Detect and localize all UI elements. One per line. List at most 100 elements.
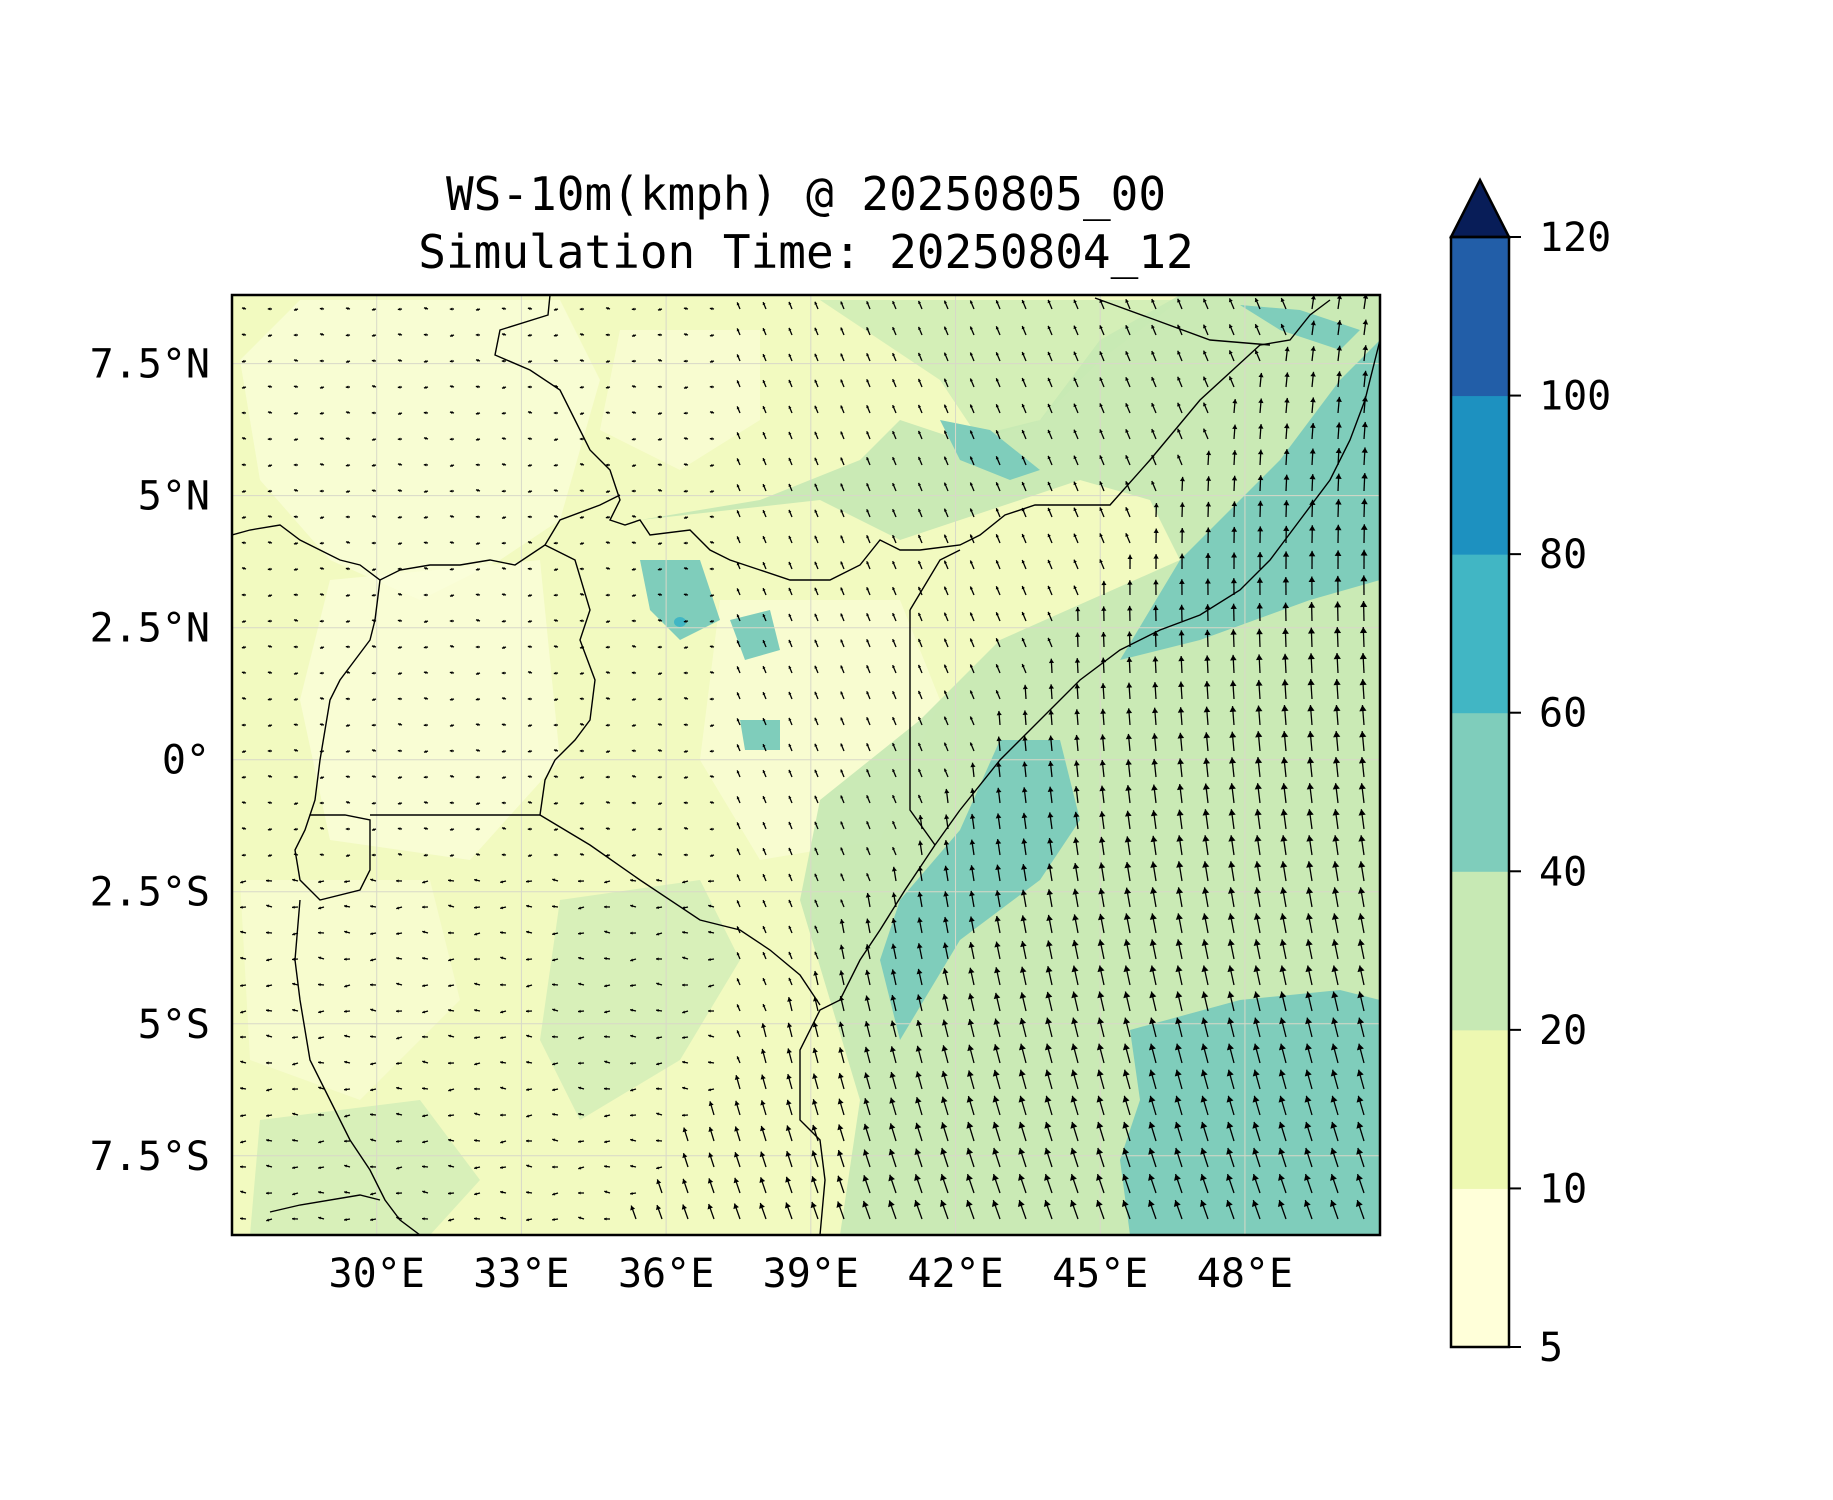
wind-vector-head bbox=[423, 333, 427, 337]
wind-vector-head bbox=[449, 827, 453, 831]
wind-vector-head bbox=[501, 593, 505, 597]
wind-vector-head bbox=[657, 411, 661, 415]
wind-vector-head bbox=[345, 697, 349, 701]
wind-vector-head bbox=[762, 718, 766, 722]
wind-vector-head bbox=[1021, 812, 1028, 819]
wind-vector-head bbox=[423, 671, 427, 675]
wind-vector-head bbox=[370, 983, 373, 987]
wind-vector-head bbox=[1358, 809, 1366, 816]
wind-vector-head bbox=[475, 489, 479, 492]
wind-vector-head bbox=[579, 775, 583, 779]
wind-vector-head bbox=[992, 1095, 1000, 1103]
wind-vector-head bbox=[709, 489, 713, 493]
wind-vector-head bbox=[1256, 577, 1264, 583]
wind-vector-head bbox=[708, 1152, 714, 1158]
wind-vector-head bbox=[682, 880, 686, 884]
wind-vector-head bbox=[657, 775, 661, 779]
wind-vector-head bbox=[1229, 680, 1237, 687]
wind-vector-head bbox=[631, 853, 635, 857]
wind-vector-head bbox=[1099, 785, 1106, 792]
wind-vector-head bbox=[396, 1086, 400, 1090]
wind-vector-head bbox=[1307, 731, 1315, 738]
wind-vector-head bbox=[892, 301, 896, 305]
wind-vector-head bbox=[709, 749, 713, 753]
wind-vector-head bbox=[866, 587, 870, 591]
wind-vector-head bbox=[1335, 499, 1342, 505]
wind-vector-head bbox=[866, 717, 870, 721]
wind-vector-head bbox=[814, 327, 818, 331]
wind-vector-head bbox=[578, 1191, 581, 1195]
wind-vector-head bbox=[1279, 991, 1287, 999]
wind-vector-head bbox=[943, 840, 950, 845]
wind-vector-head bbox=[1231, 552, 1238, 558]
wind-vector-head bbox=[422, 1190, 426, 1194]
wind-vector-head bbox=[345, 567, 349, 571]
wind-vector-head bbox=[1149, 965, 1157, 973]
wind-vector-head bbox=[267, 307, 271, 311]
wind-vector-head bbox=[1151, 707, 1159, 714]
wind-vector-head bbox=[916, 994, 923, 1001]
wind-vector-head bbox=[241, 853, 245, 857]
wind-vector-head bbox=[1073, 429, 1077, 434]
wind-vector-head bbox=[604, 1190, 608, 1194]
wind-vector-head bbox=[811, 1150, 818, 1157]
x-tick-label: 42°E bbox=[907, 1251, 1003, 1297]
wind-vector-head bbox=[578, 1036, 582, 1040]
wind-vector-head bbox=[940, 1174, 947, 1181]
wind-vector-head bbox=[1099, 481, 1103, 486]
wind-vector-head bbox=[1048, 735, 1054, 741]
wind-vector-head bbox=[1021, 430, 1025, 434]
wind-vector-head bbox=[370, 1165, 373, 1169]
wind-vector-head bbox=[422, 1217, 425, 1221]
wind-vector-head bbox=[527, 593, 531, 597]
wind-vector-head bbox=[397, 593, 401, 597]
wind-vector-head bbox=[1228, 757, 1237, 764]
wind-vector-head bbox=[293, 775, 297, 779]
wind-vector-head bbox=[736, 900, 740, 904]
wind-vector-head bbox=[1357, 965, 1365, 973]
wind-vector-head bbox=[501, 827, 505, 830]
wind-vector-head bbox=[969, 638, 974, 642]
wind-vector-head bbox=[1177, 758, 1184, 765]
wind-vector-head bbox=[370, 1008, 374, 1012]
wind-vector-head bbox=[475, 802, 479, 805]
wind-vector-head bbox=[579, 749, 583, 753]
wind-vector-head bbox=[1203, 298, 1207, 303]
wind-vector-head bbox=[319, 541, 323, 545]
wind-vector-head bbox=[553, 333, 557, 337]
wind-vector-head bbox=[1073, 533, 1077, 538]
wind-vector-head bbox=[916, 968, 923, 975]
wind-vector-head bbox=[1178, 604, 1185, 610]
wind-vector-head bbox=[1097, 991, 1105, 999]
wind-vector-head bbox=[657, 515, 661, 519]
wind-vector-head bbox=[814, 821, 818, 825]
wind-vector-head bbox=[1203, 350, 1207, 355]
wind-vector-head bbox=[501, 619, 505, 623]
wind-vector-head bbox=[552, 905, 555, 909]
wind-vector-head bbox=[1330, 1174, 1337, 1181]
wind-vector-head bbox=[863, 1123, 870, 1130]
y-tick-label: 7.5°N bbox=[90, 342, 210, 388]
wind-vector-head bbox=[1046, 940, 1053, 947]
wind-vector-head bbox=[1123, 913, 1131, 920]
wind-vector-head bbox=[892, 535, 896, 539]
wind-vector-head bbox=[969, 839, 976, 845]
wind-vector-head bbox=[1306, 887, 1314, 894]
wind-vector-head bbox=[944, 482, 948, 486]
wind-vector-head bbox=[1329, 1200, 1337, 1208]
wind-vector-head bbox=[1047, 611, 1051, 616]
wind-vector-head bbox=[1306, 809, 1314, 816]
wind-vector-head bbox=[552, 1138, 556, 1142]
wind-vector-head bbox=[1018, 1043, 1026, 1051]
wind-vector-head bbox=[448, 1218, 452, 1222]
y-tick-label: 5°N bbox=[138, 474, 210, 520]
wind-vector-head bbox=[423, 723, 427, 727]
wind-vector-head bbox=[604, 1087, 607, 1091]
wind-vector-head bbox=[526, 957, 529, 961]
wind-vector-head bbox=[500, 880, 504, 884]
wind-vector-head bbox=[864, 969, 871, 976]
wind-vector-head bbox=[475, 333, 479, 337]
wind-vector-head bbox=[761, 1023, 767, 1029]
wind-vector-head bbox=[292, 1087, 295, 1091]
